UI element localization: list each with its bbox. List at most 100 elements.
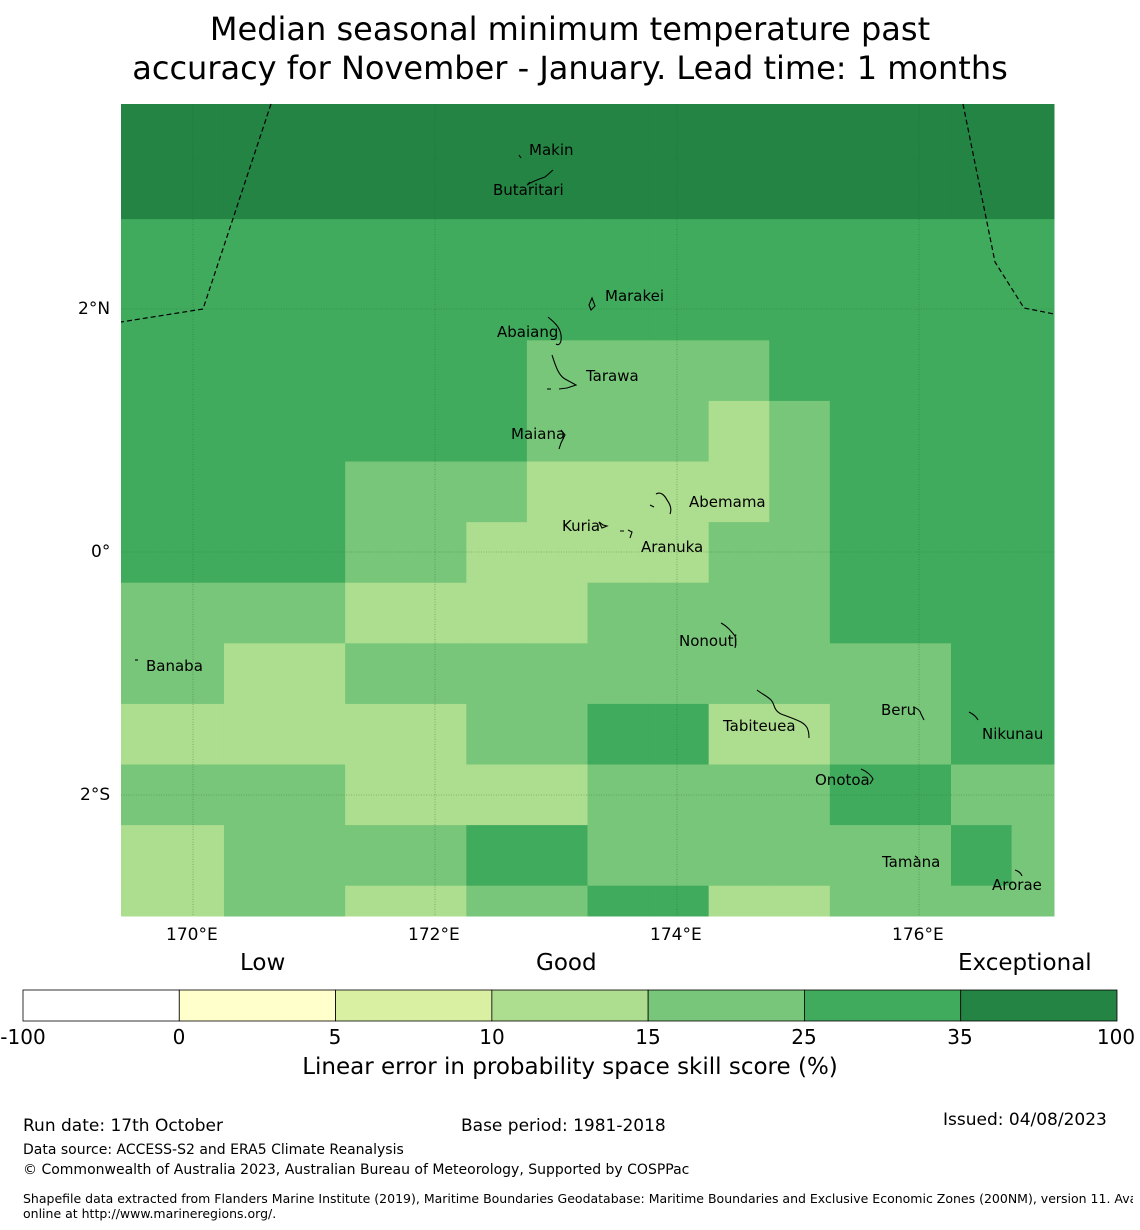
skill-cell: [1011, 104, 1055, 160]
skill-cell: [405, 400, 467, 463]
skill-cell: [284, 340, 346, 402]
skill-cell: [405, 885, 467, 917]
island-outline-butaritari: [526, 169, 554, 186]
skill-cell: [121, 158, 164, 220]
skill-cell: [345, 158, 407, 220]
skill-cell: [223, 219, 286, 281]
island-outlines: [135, 154, 1023, 877]
skill-cell: [708, 400, 770, 463]
skill-cell: [223, 158, 286, 220]
colorbar-tick-label: 100: [1096, 1025, 1136, 1049]
skill-cell: [648, 340, 710, 402]
skill-cell: [1011, 400, 1055, 463]
colorbar-tick-label: 10: [479, 1025, 505, 1049]
chart-title: Median seasonal minimum temperature past…: [0, 10, 1140, 88]
shapefile-credit-line-2: online at http://www.marineregions.org/.: [23, 1206, 277, 1221]
skill-cell: [648, 582, 710, 644]
island-outline-abaiang: [547, 316, 562, 346]
skill-cell: [345, 703, 407, 766]
skill-cell: [951, 582, 1013, 644]
skill-cell: [526, 219, 588, 281]
skill-cell: [951, 825, 1013, 887]
skill-cell: [587, 104, 649, 160]
skill-cell: [708, 104, 770, 160]
skill-cell: [951, 340, 1013, 402]
skill-cell: [708, 885, 770, 917]
skill-cell: [951, 158, 1013, 220]
skill-cell: [284, 703, 346, 766]
skill-cell: [526, 461, 588, 523]
skill-cell: [829, 885, 891, 917]
island-outline-onotoa: [860, 768, 874, 785]
skill-cell: [345, 643, 407, 705]
skill-cell: [1011, 825, 1055, 887]
skill-cell: [1011, 885, 1055, 917]
eez-boundary-east: [962, 103, 1055, 315]
skill-cell: [121, 400, 164, 463]
skill-cell: [345, 522, 407, 584]
skill-cell: [829, 219, 891, 281]
island-outline-abemama: [649, 492, 672, 515]
skill-cell: [1011, 643, 1055, 705]
skill-cell: [890, 643, 952, 705]
colorbar-tick-label: 5: [328, 1025, 342, 1049]
skill-cell: [829, 400, 891, 463]
skill-cell: [163, 703, 225, 766]
skill-cell: [526, 158, 588, 220]
colorbar-tick-label: 15: [635, 1025, 661, 1049]
skill-cell: [1011, 764, 1055, 826]
skill-cell: [121, 703, 164, 766]
skill-cell: [829, 340, 891, 402]
skill-cell: [648, 461, 710, 523]
x-tick-label-170e: 170°E: [166, 925, 218, 945]
skill-cell: [708, 643, 770, 705]
island-outline-tamana: [914, 855, 919, 859]
skill-cell: [466, 703, 528, 766]
skill-cell: [648, 400, 710, 463]
colorbar-category-low: Low: [240, 950, 286, 976]
island-label-kuria: Kuria: [562, 517, 601, 535]
skill-cell: [405, 703, 467, 766]
skill-cell: [223, 340, 286, 402]
skill-cell: [345, 104, 407, 160]
colorbar-bin: [647, 989, 805, 1022]
island-label-abemama: Abemama: [689, 493, 766, 511]
y-tick-label-0: 0°: [91, 542, 111, 562]
skill-cell: [890, 340, 952, 402]
skill-cell: [708, 522, 770, 584]
run-date: Run date: 17th October: [23, 1116, 223, 1136]
colorbar-tick-label: 35: [947, 1025, 973, 1049]
island-label-tarawa: Tarawa: [586, 367, 639, 385]
skill-cell: [466, 643, 528, 705]
copyright: © Commonwealth of Australia 2023, Austra…: [23, 1162, 690, 1178]
skill-cell: [708, 279, 770, 341]
island-label-arorae: Arorae: [992, 876, 1042, 894]
skill-cell: [345, 400, 407, 463]
skill-cell: [405, 825, 467, 887]
skill-cell: [466, 582, 528, 644]
skill-cell: [163, 885, 225, 917]
skill-cell: [890, 461, 952, 523]
skill-cell: [466, 219, 528, 281]
data-source: Data source: ACCESS-S2 and ERA5 Climate …: [23, 1142, 404, 1158]
skill-cell: [223, 885, 286, 917]
skill-cell: [829, 158, 891, 220]
skill-cell: [121, 461, 164, 523]
colorbar-tick-label: 25: [791, 1025, 817, 1049]
skill-cell: [890, 825, 952, 887]
skill-cell: [648, 703, 710, 766]
y-tick-label-2s: 2°S: [80, 785, 111, 805]
skill-cell: [587, 219, 649, 281]
skill-cell: [829, 279, 891, 341]
skill-cell: [163, 582, 225, 644]
skill-cell: [345, 340, 407, 402]
skill-cell: [829, 104, 891, 160]
skill-cell: [526, 703, 588, 766]
skill-cell: [951, 219, 1013, 281]
skill-cell: [163, 643, 225, 705]
skill-cell: [829, 582, 891, 644]
skill-cell: [829, 522, 891, 584]
skill-cell: [466, 400, 528, 463]
skill-cell: [223, 582, 286, 644]
skill-cell: [829, 703, 891, 766]
